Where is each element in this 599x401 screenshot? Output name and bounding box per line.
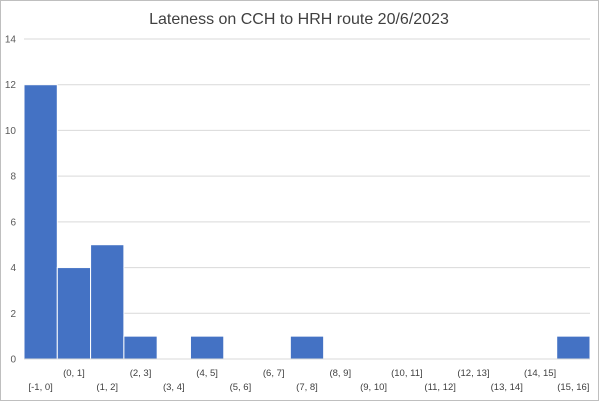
x-tick-label: [-1, 0]	[28, 382, 52, 393]
x-tick-label: (6, 7]	[263, 368, 285, 379]
y-tick-label: 12	[5, 80, 17, 91]
x-tick-label: (3, 4]	[163, 382, 185, 393]
y-tick-label: 6	[10, 217, 16, 228]
y-axis-ticks: 0 2 4 6 8 10 12 14	[5, 35, 17, 366]
x-tick-label: (4, 5]	[196, 368, 218, 379]
x-tick-label: (1, 2]	[96, 382, 118, 393]
x-tick-label: (15, 16]	[557, 382, 589, 393]
bar	[90, 244, 125, 360]
bar	[189, 335, 225, 360]
x-tick-label: (9, 10]	[360, 382, 387, 393]
y-tick-label: 4	[10, 263, 16, 274]
bars	[23, 84, 591, 360]
bar	[23, 84, 58, 360]
bar	[56, 267, 92, 360]
bar	[123, 335, 158, 360]
x-tick-label: (7, 8]	[296, 382, 318, 393]
bar	[289, 335, 325, 360]
y-tick-label: 2	[10, 309, 16, 320]
x-tick-label: (5, 6]	[230, 382, 252, 393]
x-tick-label: (12, 13]	[457, 368, 489, 379]
x-axis-ticks: [-1, 0] (0, 1] (1, 2] (2, 3] (3, 4] (4, 5] (5,…	[28, 368, 589, 393]
chart-title: Lateness on CCH to HRH route 20/6/2023	[149, 11, 449, 28]
x-tick-label: (2, 3]	[130, 368, 152, 379]
y-tick-label: 8	[10, 172, 16, 183]
x-tick-label: (8, 9]	[329, 368, 351, 379]
x-tick-label: (11, 12]	[424, 382, 456, 393]
bar	[556, 335, 591, 360]
x-tick-label: (10, 11]	[391, 368, 423, 379]
x-tick-label: (13, 14]	[491, 382, 523, 393]
y-tick-label: 10	[5, 126, 17, 137]
y-tick-label: 14	[5, 35, 17, 46]
y-tick-label: 0	[10, 355, 16, 366]
x-tick-label: (0, 1]	[63, 368, 85, 379]
x-tick-label: (14, 15]	[524, 368, 556, 379]
